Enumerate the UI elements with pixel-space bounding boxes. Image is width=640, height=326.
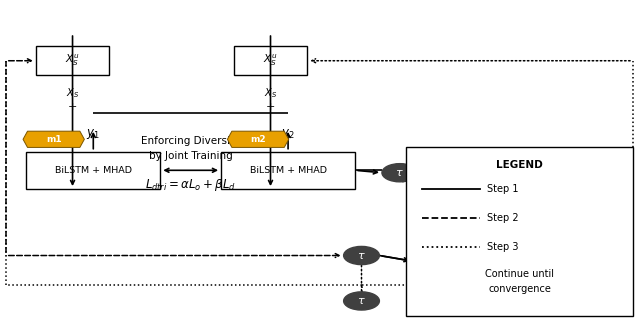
Text: Continue until
convergence: Continue until convergence bbox=[485, 269, 554, 294]
Polygon shape bbox=[23, 131, 84, 147]
Text: $\tau$: $\tau$ bbox=[396, 168, 404, 178]
Text: $X_S$: $X_S$ bbox=[66, 86, 79, 100]
Text: $y_2$: $y_2$ bbox=[281, 127, 295, 141]
Text: Step 2: Step 2 bbox=[487, 213, 519, 223]
Text: $X_S^u$: $X_S^u$ bbox=[65, 53, 80, 68]
Text: BiLSTM + MHAD: BiLSTM + MHAD bbox=[250, 166, 326, 175]
Circle shape bbox=[344, 292, 380, 310]
Text: $+$: $+$ bbox=[266, 101, 276, 112]
Text: $L_{dtri} = \alpha L_o + \beta L_d$: $L_{dtri} = \alpha L_o + \beta L_d$ bbox=[145, 177, 236, 193]
Polygon shape bbox=[227, 131, 289, 147]
Text: Step 1: Step 1 bbox=[487, 184, 519, 194]
Text: Enforcing Diversity: Enforcing Diversity bbox=[141, 136, 240, 146]
Text: BiLSTM + MHAD: BiLSTM + MHAD bbox=[55, 166, 132, 175]
Text: m1: m1 bbox=[46, 135, 61, 144]
Text: LEGEND: LEGEND bbox=[496, 160, 543, 170]
Text: by Joint Training: by Joint Training bbox=[149, 151, 232, 161]
Text: $\tau$: $\tau$ bbox=[357, 250, 366, 260]
Text: $\tau$: $\tau$ bbox=[357, 296, 366, 306]
Text: $+$: $+$ bbox=[67, 101, 77, 112]
Text: $X_S$: $X_S$ bbox=[264, 86, 277, 100]
Text: $X_S^u$: $X_S^u$ bbox=[458, 180, 472, 195]
FancyBboxPatch shape bbox=[26, 152, 161, 189]
Text: Step 3: Step 3 bbox=[487, 243, 519, 252]
FancyBboxPatch shape bbox=[429, 173, 502, 202]
Text: $X_S^u$: $X_S^u$ bbox=[263, 53, 278, 68]
FancyBboxPatch shape bbox=[406, 147, 633, 316]
FancyBboxPatch shape bbox=[234, 46, 307, 75]
Text: BiLSTM + MHAD: BiLSTM + MHAD bbox=[441, 257, 518, 266]
FancyBboxPatch shape bbox=[221, 152, 355, 189]
Polygon shape bbox=[426, 222, 486, 238]
Circle shape bbox=[344, 246, 380, 265]
Text: $y_3$: $y_3$ bbox=[568, 244, 582, 259]
FancyBboxPatch shape bbox=[413, 243, 547, 280]
Circle shape bbox=[382, 164, 418, 182]
Text: m3: m3 bbox=[448, 226, 464, 235]
FancyBboxPatch shape bbox=[36, 46, 109, 75]
Text: $y_1$: $y_1$ bbox=[86, 127, 100, 141]
Text: m2: m2 bbox=[250, 135, 266, 144]
